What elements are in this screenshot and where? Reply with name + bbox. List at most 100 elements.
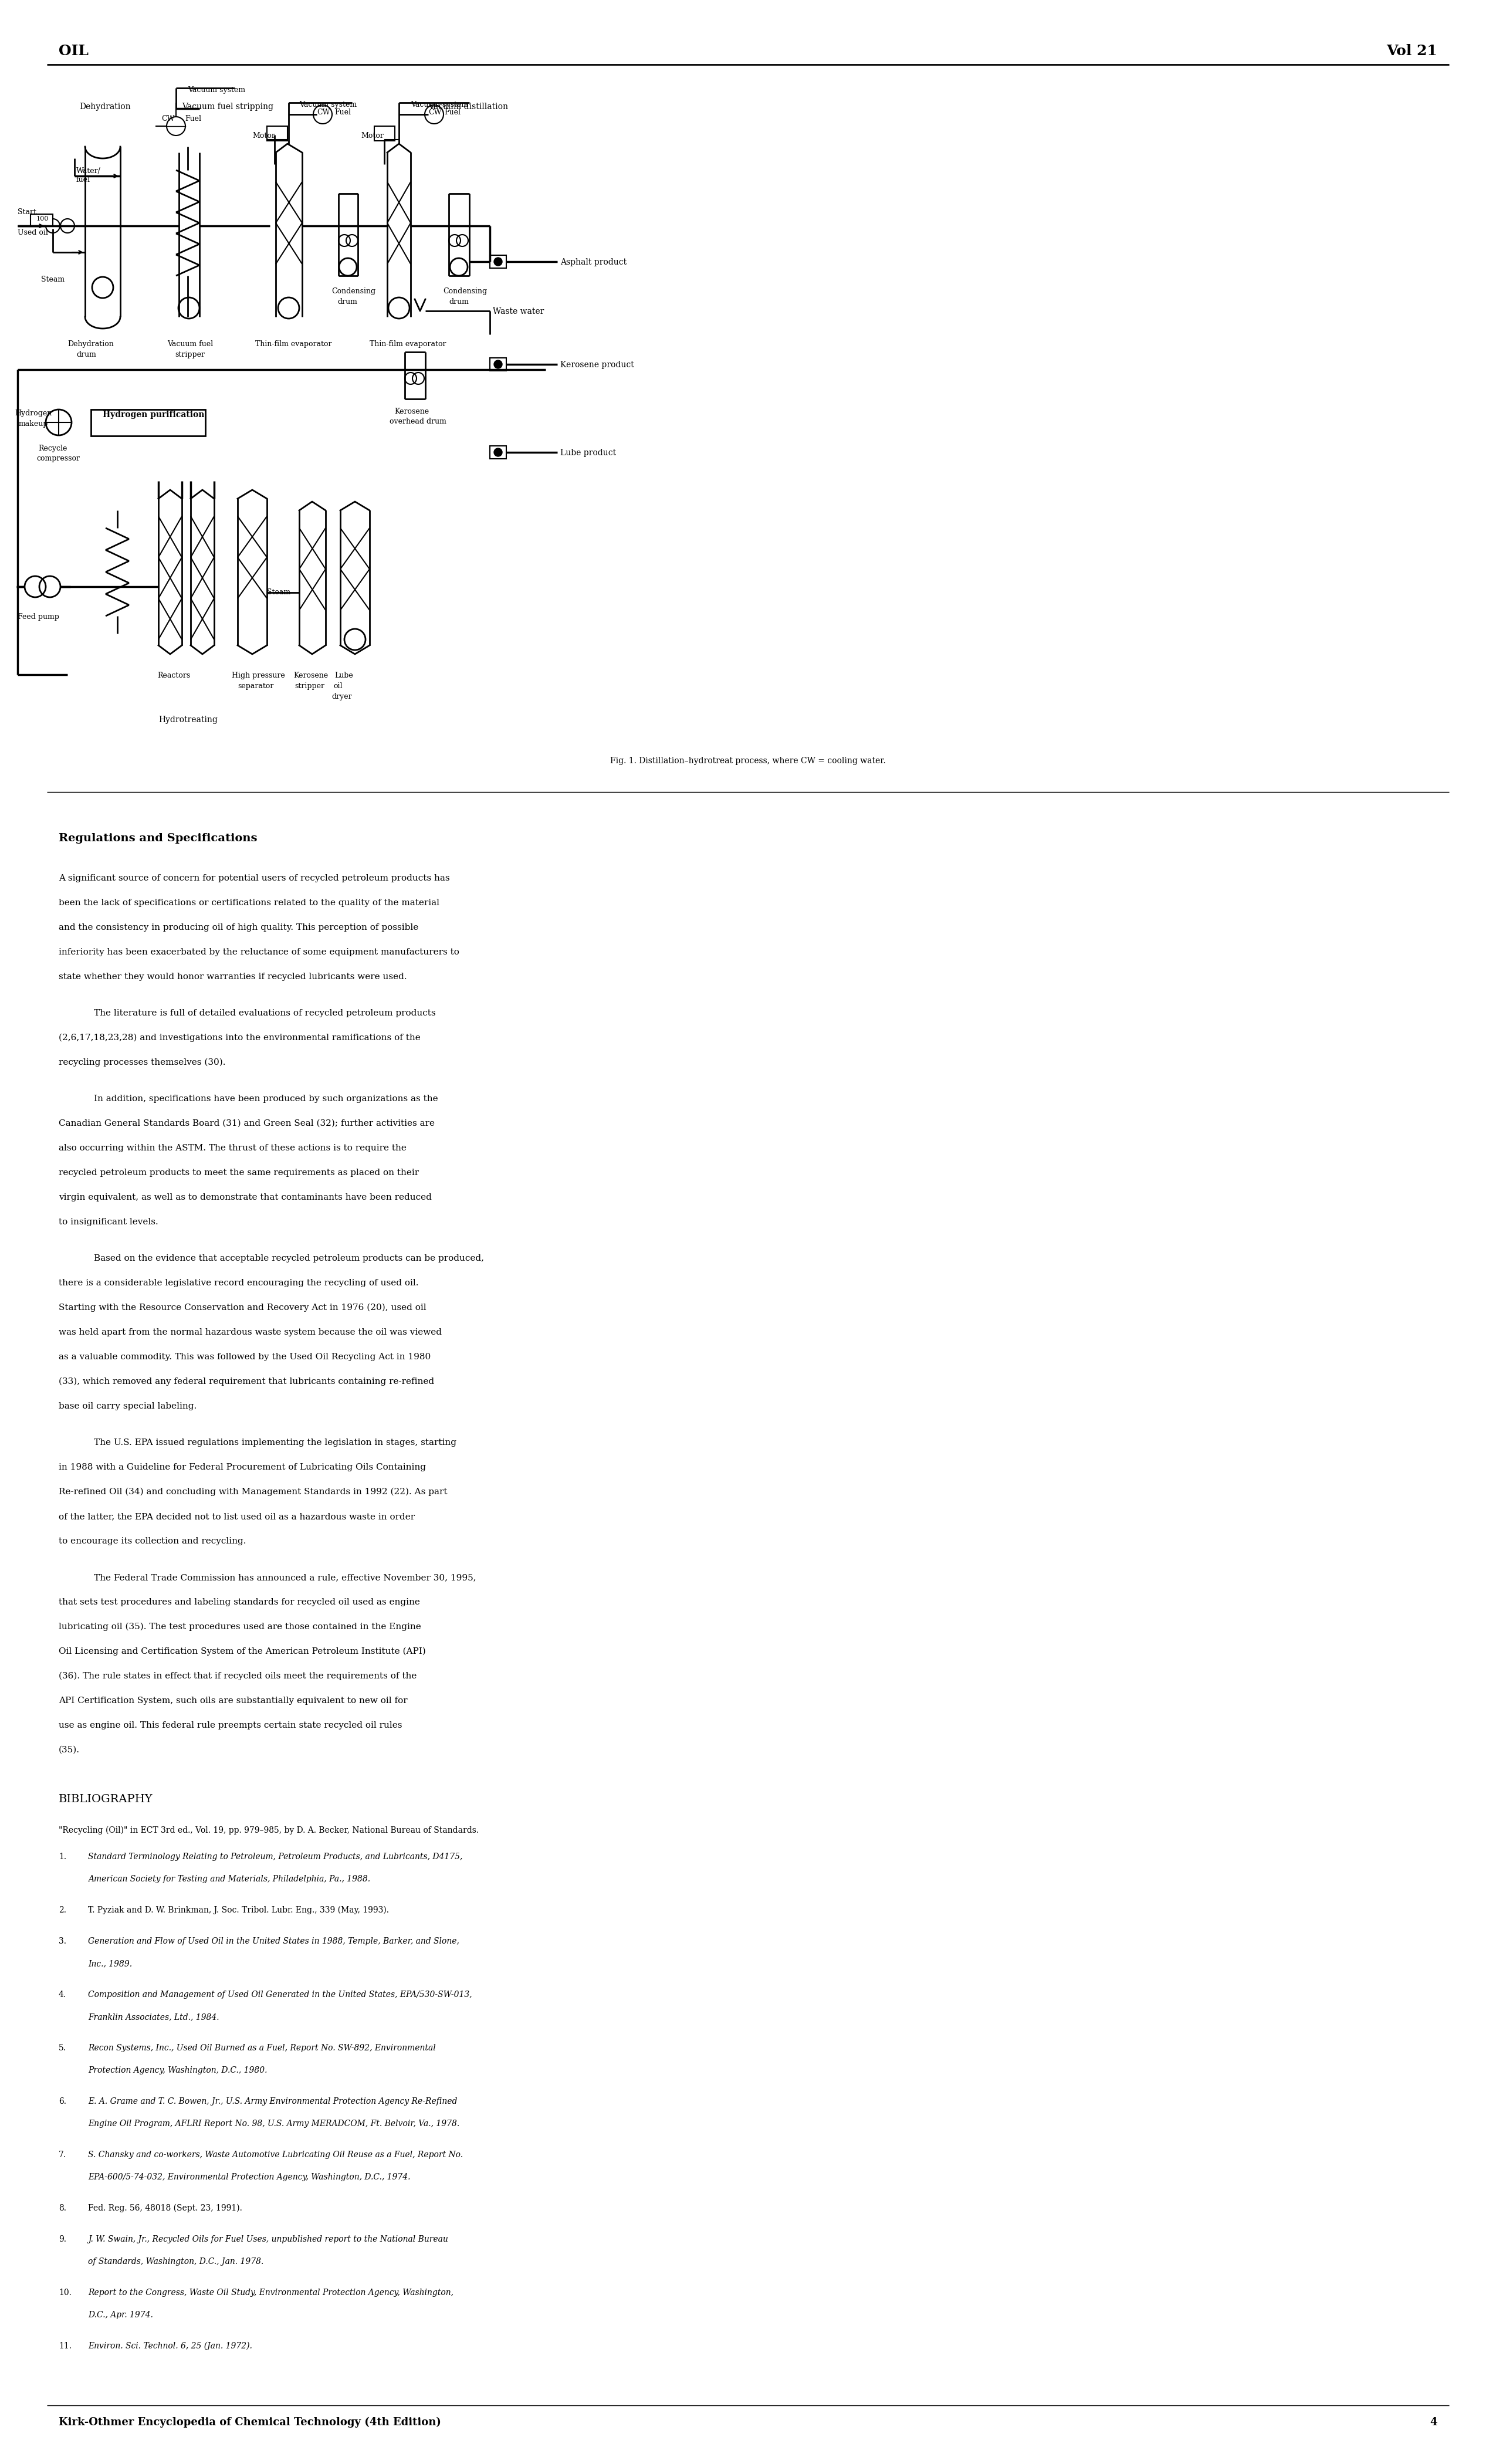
Text: (33), which removed any federal requirement that lubricants containing re-refine: (33), which removed any federal requirem… bbox=[58, 1377, 434, 1385]
Text: Vacuum fuel stripping: Vacuum fuel stripping bbox=[183, 103, 274, 111]
Text: The Federal Trade Commission has announced a rule, effective November 30, 1995,: The Federal Trade Commission has announc… bbox=[94, 1574, 476, 1582]
Circle shape bbox=[494, 448, 503, 456]
Text: inferiority has been exacerbated by the reluctance of some equipment manufacture: inferiority has been exacerbated by the … bbox=[58, 949, 459, 956]
Text: Thin-film evaporator: Thin-film evaporator bbox=[256, 340, 332, 347]
Text: stripper: stripper bbox=[295, 683, 325, 690]
Text: EPA-600/5-74-032, Environmental Protection Agency, Washington, D.C., 1974.: EPA-600/5-74-032, Environmental Protecti… bbox=[88, 2173, 410, 2181]
Text: Fed. Reg. 56, 48018 (Sept. 23, 1991).: Fed. Reg. 56, 48018 (Sept. 23, 1991). bbox=[88, 2205, 242, 2213]
Text: also occurring within the ASTM. The thrust of these actions is to require the: also occurring within the ASTM. The thru… bbox=[58, 1143, 407, 1153]
Text: separator: separator bbox=[238, 683, 274, 690]
Text: state whether they would honor warranties if recycled lubricants were used.: state whether they would honor warrantie… bbox=[58, 973, 407, 981]
Text: Environ. Sci. Technol. 6, 25 (Jan. 1972).: Environ. Sci. Technol. 6, 25 (Jan. 1972)… bbox=[88, 2341, 253, 2351]
Text: Fig. 1. Distillation–hydrotreat process, where CW = cooling water.: Fig. 1. Distillation–hydrotreat process,… bbox=[610, 756, 886, 764]
Text: Kirk-Othmer Encyclopedia of Chemical Technology (4th Edition): Kirk-Othmer Encyclopedia of Chemical Tec… bbox=[58, 2417, 441, 2427]
Text: of the latter, the EPA decided not to list used oil as a hazardous waste in orde: of the latter, the EPA decided not to li… bbox=[58, 1513, 414, 1520]
Text: been the lack of specifications or certifications related to the quality of the : been the lack of specifications or certi… bbox=[58, 899, 440, 907]
Text: The literature is full of detailed evaluations of recycled petroleum products: The literature is full of detailed evalu… bbox=[94, 1010, 435, 1018]
Text: to insignificant levels.: to insignificant levels. bbox=[58, 1217, 159, 1227]
Circle shape bbox=[494, 259, 503, 266]
Text: Lube product: Lube product bbox=[561, 448, 616, 456]
Text: Vacuum system: Vacuum system bbox=[299, 101, 356, 108]
Text: 4: 4 bbox=[1430, 2417, 1438, 2427]
Text: OIL: OIL bbox=[58, 44, 88, 59]
Text: 10.: 10. bbox=[58, 2289, 72, 2296]
Text: Vol 21: Vol 21 bbox=[1387, 44, 1438, 59]
Text: of Standards, Washington, D.C., Jan. 1978.: of Standards, Washington, D.C., Jan. 197… bbox=[88, 2257, 263, 2267]
Text: Hydrotreating: Hydrotreating bbox=[159, 715, 217, 724]
Text: "Recycling (Oil)" in ECT 3rd ed., Vol. 19, pp. 979–985, by D. A. Becker, Nationa: "Recycling (Oil)" in ECT 3rd ed., Vol. 1… bbox=[58, 1826, 479, 1836]
Text: 2.: 2. bbox=[58, 1907, 66, 1915]
Text: High pressure: High pressure bbox=[232, 673, 284, 680]
Text: Generation and Flow of Used Oil in the United States in 1988, Temple, Barker, an: Generation and Flow of Used Oil in the U… bbox=[88, 1937, 459, 1947]
Text: (36). The rule states in effect that if recycled oils meet the requirements of t: (36). The rule states in effect that if … bbox=[58, 1673, 417, 1680]
Text: base oil carry special labeling.: base oil carry special labeling. bbox=[58, 1402, 196, 1409]
Text: CW: CW bbox=[162, 116, 175, 123]
Text: Recycle: Recycle bbox=[37, 444, 67, 453]
Text: Feed pump: Feed pump bbox=[18, 614, 60, 621]
Text: A significant source of concern for potential users of recycled petroleum produc: A significant source of concern for pote… bbox=[58, 875, 450, 882]
Text: 11.: 11. bbox=[58, 2341, 72, 2351]
Text: use as engine oil. This federal rule preempts certain state recycled oil rules: use as engine oil. This federal rule pre… bbox=[58, 1722, 402, 1730]
Text: Kerosene: Kerosene bbox=[293, 673, 328, 680]
Text: CW: CW bbox=[317, 108, 331, 116]
Text: Composition and Management of Used Oil Generated in the United States, EPA/530-S: Composition and Management of Used Oil G… bbox=[88, 1991, 473, 1998]
Text: Vacuum system: Vacuum system bbox=[187, 86, 245, 94]
Text: D.C., Apr. 1974.: D.C., Apr. 1974. bbox=[88, 2311, 153, 2319]
Text: Based on the evidence that acceptable recycled petroleum products can be produce: Based on the evidence that acceptable re… bbox=[94, 1254, 485, 1262]
Text: Start: Start bbox=[18, 209, 36, 217]
Text: Vacuum fuel: Vacuum fuel bbox=[168, 340, 212, 347]
Text: Kerosene: Kerosene bbox=[395, 407, 429, 416]
Text: 7.: 7. bbox=[58, 2151, 66, 2158]
Text: Reactors: Reactors bbox=[157, 673, 190, 680]
Text: (2,6,17,18,23,28) and investigations into the environmental ramifications of the: (2,6,17,18,23,28) and investigations int… bbox=[58, 1035, 420, 1042]
Text: overhead drum: overhead drum bbox=[389, 419, 446, 426]
Text: that sets test procedures and labeling standards for recycled oil used as engine: that sets test procedures and labeling s… bbox=[58, 1599, 420, 1607]
Text: Thin-film evaporator: Thin-film evaporator bbox=[370, 340, 446, 347]
Text: Standard Terminology Relating to Petroleum, Petroleum Products, and Lubricants, : Standard Terminology Relating to Petrole… bbox=[88, 1853, 462, 1860]
Text: 3.: 3. bbox=[58, 1937, 66, 1947]
Text: dryer: dryer bbox=[332, 692, 352, 700]
Text: Oil Licensing and Certification System of the American Petroleum Institute (API): Oil Licensing and Certification System o… bbox=[58, 1648, 426, 1656]
Bar bbox=[489, 256, 506, 269]
Text: The U.S. EPA issued regulations implementing the legislation in stages, starting: The U.S. EPA issued regulations implemen… bbox=[94, 1439, 456, 1446]
Text: American Society for Testing and Materials, Philadelphia, Pa., 1988.: American Society for Testing and Materia… bbox=[88, 1875, 371, 1882]
Text: Steam: Steam bbox=[266, 589, 290, 596]
Text: Lube: Lube bbox=[335, 673, 353, 680]
Text: Motor: Motor bbox=[361, 133, 383, 140]
Text: Used oil: Used oil bbox=[18, 229, 48, 237]
Text: Condensing: Condensing bbox=[332, 288, 375, 296]
Text: drum: drum bbox=[449, 298, 468, 306]
Text: Hydrogen purification: Hydrogen purification bbox=[103, 411, 205, 419]
Text: Waste water: Waste water bbox=[492, 308, 545, 315]
Text: drum: drum bbox=[76, 350, 96, 357]
Text: Inc., 1989.: Inc., 1989. bbox=[88, 1959, 132, 1969]
Text: 9.: 9. bbox=[58, 2235, 66, 2242]
Text: fuel: fuel bbox=[76, 175, 90, 185]
Text: Dehydration: Dehydration bbox=[67, 340, 114, 347]
Text: as a valuable commodity. This was followed by the Used Oil Recycling Act in 1980: as a valuable commodity. This was follow… bbox=[58, 1353, 431, 1360]
Text: 5.: 5. bbox=[58, 2045, 66, 2053]
Text: lubricating oil (35). The test procedures used are those contained in the Engine: lubricating oil (35). The test procedure… bbox=[58, 1624, 420, 1631]
Text: API Certification System, such oils are substantially equivalent to new oil for: API Certification System, such oils are … bbox=[58, 1698, 407, 1705]
Text: oil: oil bbox=[334, 683, 343, 690]
Text: and the consistency in producing oil of high quality. This perception of possibl: and the consistency in producing oil of … bbox=[58, 924, 419, 931]
Text: T. Pyziak and D. W. Brinkman, J. Soc. Tribol. Lubr. Eng., 339 (May, 1993).: T. Pyziak and D. W. Brinkman, J. Soc. Tr… bbox=[88, 1907, 389, 1915]
Text: stripper: stripper bbox=[175, 350, 205, 357]
Text: Fuel: Fuel bbox=[186, 116, 202, 123]
Text: Protection Agency, Washington, D.C., 1980.: Protection Agency, Washington, D.C., 198… bbox=[88, 2067, 268, 2075]
Text: Engine Oil Program, AFLRI Report No. 98, U.S. Army MERADCOM, Ft. Belvoir, Va., 1: Engine Oil Program, AFLRI Report No. 98,… bbox=[88, 2119, 459, 2129]
Text: in 1988 with a Guideline for Federal Procurement of Lubricating Oils Containing: in 1988 with a Guideline for Federal Pro… bbox=[58, 1464, 426, 1471]
Text: Vacuum system: Vacuum system bbox=[411, 101, 468, 108]
Text: In addition, specifications have been produced by such organizations as the: In addition, specifications have been pr… bbox=[94, 1094, 438, 1104]
Text: Fuel: Fuel bbox=[335, 108, 352, 116]
Text: (35).: (35). bbox=[58, 1747, 79, 1754]
Text: there is a considerable legislative record encouraging the recycling of used oil: there is a considerable legislative reco… bbox=[58, 1279, 419, 1286]
Text: Motor: Motor bbox=[253, 133, 275, 140]
Text: Fuel: Fuel bbox=[444, 108, 461, 116]
Text: Re-refined Oil (34) and concluding with Management Standards in 1992 (22). As pa: Re-refined Oil (34) and concluding with … bbox=[58, 1488, 447, 1496]
Text: Recon Systems, Inc., Used Oil Burned as a Fuel, Report No. SW-892, Environmental: Recon Systems, Inc., Used Oil Burned as … bbox=[88, 2045, 435, 2053]
Text: Water/: Water/ bbox=[76, 168, 100, 175]
Text: makeup: makeup bbox=[19, 419, 48, 429]
Bar bbox=[91, 409, 205, 436]
Text: virgin equivalent, as well as to demonstrate that contaminants have been reduced: virgin equivalent, as well as to demonst… bbox=[58, 1193, 432, 1202]
